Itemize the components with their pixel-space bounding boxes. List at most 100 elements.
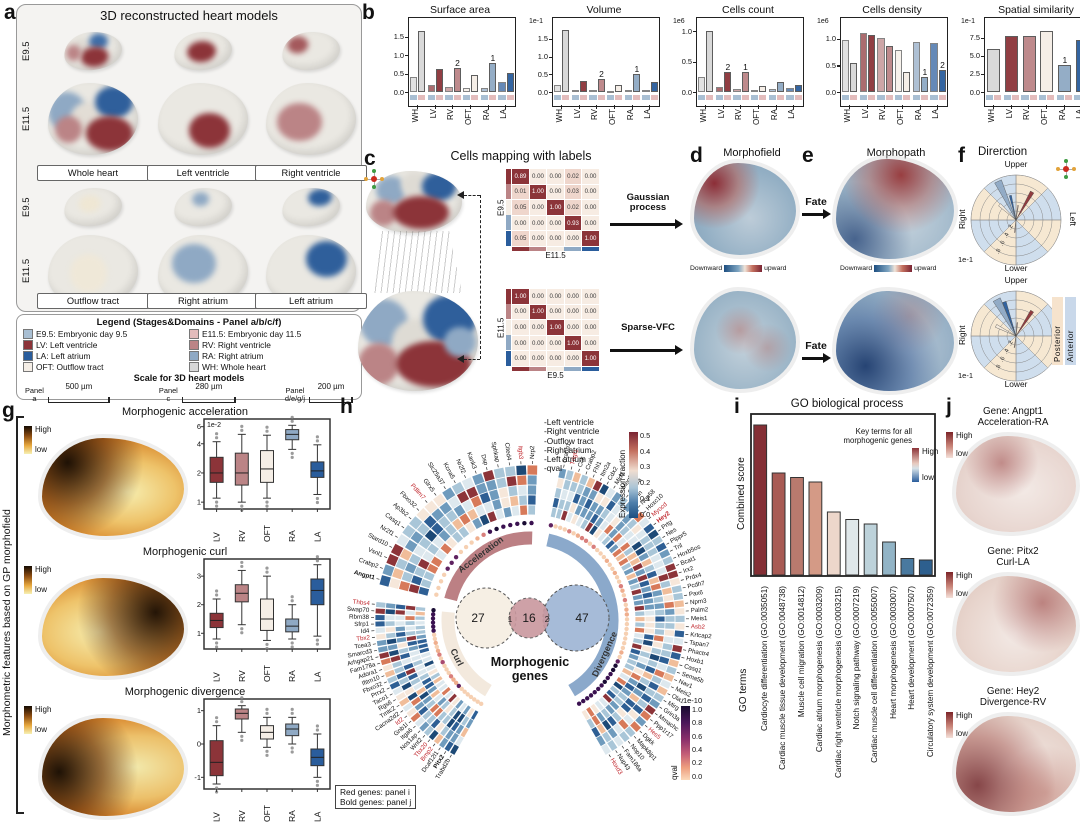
heatmap-cell bbox=[428, 729, 439, 741]
qval-dot bbox=[575, 533, 581, 538]
heatmap-cell bbox=[437, 697, 447, 706]
heatmap-cell bbox=[415, 606, 426, 611]
outlier-dot bbox=[265, 642, 269, 647]
y-tick bbox=[405, 36, 409, 39]
heart-region bbox=[188, 113, 230, 148]
legend-label: LV: Left ventricle bbox=[36, 340, 98, 350]
heatmap-cell bbox=[427, 543, 440, 555]
direction-wedge bbox=[1009, 194, 1017, 221]
heatmap-cell bbox=[493, 467, 506, 479]
go-bar bbox=[845, 519, 860, 576]
low-label: low bbox=[956, 449, 969, 458]
low-label: low bbox=[922, 473, 935, 482]
ring-label: Left ventricle bbox=[544, 417, 599, 427]
orientation-axes-icon bbox=[364, 169, 384, 189]
heatmap-cell bbox=[408, 553, 421, 566]
heatmap-cell bbox=[621, 687, 632, 697]
scale-name-line: Panel bbox=[25, 386, 44, 396]
colorbar-labels: High low bbox=[956, 712, 972, 738]
x-tick bbox=[452, 105, 454, 109]
outlier-dot bbox=[315, 642, 319, 646]
y-tick-label: 7.5 bbox=[969, 33, 980, 43]
colorbar-left-label: Downward bbox=[840, 265, 873, 272]
heatmap-cell bbox=[435, 549, 447, 561]
heart-model bbox=[62, 185, 124, 229]
boxplot-div_box: -1 0 1 LV RV OFT RA LA bbox=[194, 696, 331, 822]
outlier-dot bbox=[215, 786, 219, 790]
scale-ruler-wrap: 500 µm bbox=[47, 383, 110, 403]
gene-label: Npm3 bbox=[690, 597, 708, 606]
heatmap-cell bbox=[623, 530, 635, 541]
qval-dot bbox=[624, 612, 630, 617]
x-tick-label: WH bbox=[554, 109, 564, 123]
heatmap-cell bbox=[422, 656, 433, 663]
legend-label: E9.5: Embryonic day 9.5 bbox=[36, 329, 128, 339]
go-term-label: Cardiac muscle tissue development (GO:00… bbox=[774, 586, 792, 778]
bar-e11 bbox=[903, 71, 911, 92]
matrix-cell: 0.00 bbox=[547, 351, 564, 366]
bar-e11 bbox=[506, 72, 514, 92]
bar-e9 bbox=[786, 87, 794, 92]
heatmap-cell bbox=[527, 485, 537, 495]
heatmap-cell bbox=[586, 706, 595, 717]
matrix-grid: 1.00 0.00 0.00 0.00 0.00 0.00 1.00 0.00 0.00 0.00… bbox=[512, 289, 599, 366]
gene-title-line1: Gene: Angpt1 bbox=[983, 406, 1043, 417]
heatmap-cell bbox=[424, 725, 434, 736]
heatmap-cell bbox=[629, 583, 640, 591]
qval-dot bbox=[436, 585, 441, 591]
heatmap-cell bbox=[635, 661, 647, 670]
outlier-dot bbox=[290, 750, 294, 754]
stage-strip-e11 bbox=[1064, 95, 1073, 100]
heart-model bbox=[172, 185, 234, 229]
bar-e11 bbox=[632, 73, 641, 92]
heart-model bbox=[266, 83, 356, 155]
bar-e11 bbox=[759, 85, 767, 92]
matrix-grid: 0.89 0.00 0.00 0.02 0.00 0.01 1.00 0.00 0.03 0.00… bbox=[512, 169, 599, 246]
qval-dot bbox=[624, 617, 630, 622]
matrix-cell: 1.00 bbox=[564, 335, 582, 351]
matrix-cell: 0.00 bbox=[547, 335, 564, 351]
x-tick bbox=[757, 105, 760, 109]
circos-svg: AccelerationAngpt1Crabp2Vsnl1Stard10Nr2f… bbox=[347, 441, 713, 781]
matrix-col-axis: E9.5 bbox=[547, 371, 564, 380]
y-tick-label: 0 bbox=[197, 740, 201, 749]
heatmap-cell bbox=[601, 731, 612, 743]
box bbox=[209, 740, 224, 777]
heatmap-cell bbox=[496, 477, 507, 489]
bar-e9 bbox=[571, 89, 579, 92]
legend-entries: E9.5: Embryonic day 9.5 E11.5: Embryonic … bbox=[17, 328, 361, 372]
bar-e11 bbox=[885, 45, 893, 92]
gene-tick bbox=[619, 490, 623, 493]
heatmap-cell bbox=[644, 687, 656, 697]
y-tick-label: 0.5 bbox=[825, 60, 836, 70]
heatmap-cell bbox=[416, 634, 427, 640]
heatmap-cell bbox=[565, 512, 573, 523]
heatmap-cell bbox=[594, 492, 604, 504]
gene-tick bbox=[639, 730, 643, 734]
matrix-col-strip bbox=[512, 246, 599, 251]
outlier-dot bbox=[215, 716, 219, 720]
heatmap-cell bbox=[579, 474, 589, 486]
heatmap-cell bbox=[459, 513, 471, 525]
qval-dot bbox=[612, 570, 618, 576]
x-tick-label: RV bbox=[237, 530, 247, 542]
bar-e9 bbox=[498, 82, 506, 92]
heatmap-cell bbox=[584, 498, 593, 510]
bar-annotation: 1 bbox=[922, 67, 928, 78]
gene-tick bbox=[633, 735, 637, 739]
outlier-dot bbox=[215, 641, 219, 645]
heatmap-cell bbox=[674, 608, 685, 615]
heatmap-cell bbox=[596, 711, 606, 722]
qval-dot bbox=[585, 696, 590, 701]
legend-label: WH: Whole heart bbox=[202, 362, 266, 372]
outlier-dot bbox=[240, 734, 244, 738]
heatmap-cell bbox=[430, 672, 441, 680]
heatmap-cell bbox=[506, 476, 517, 487]
gene-title-line2: Acceleration-RA bbox=[977, 417, 1049, 429]
outlier-dot bbox=[315, 555, 319, 559]
stage-strip-e11 bbox=[453, 95, 461, 100]
gene-label: Nrp2 bbox=[529, 445, 536, 459]
axis-dot bbox=[364, 177, 368, 181]
heatmap-cell bbox=[654, 629, 665, 635]
